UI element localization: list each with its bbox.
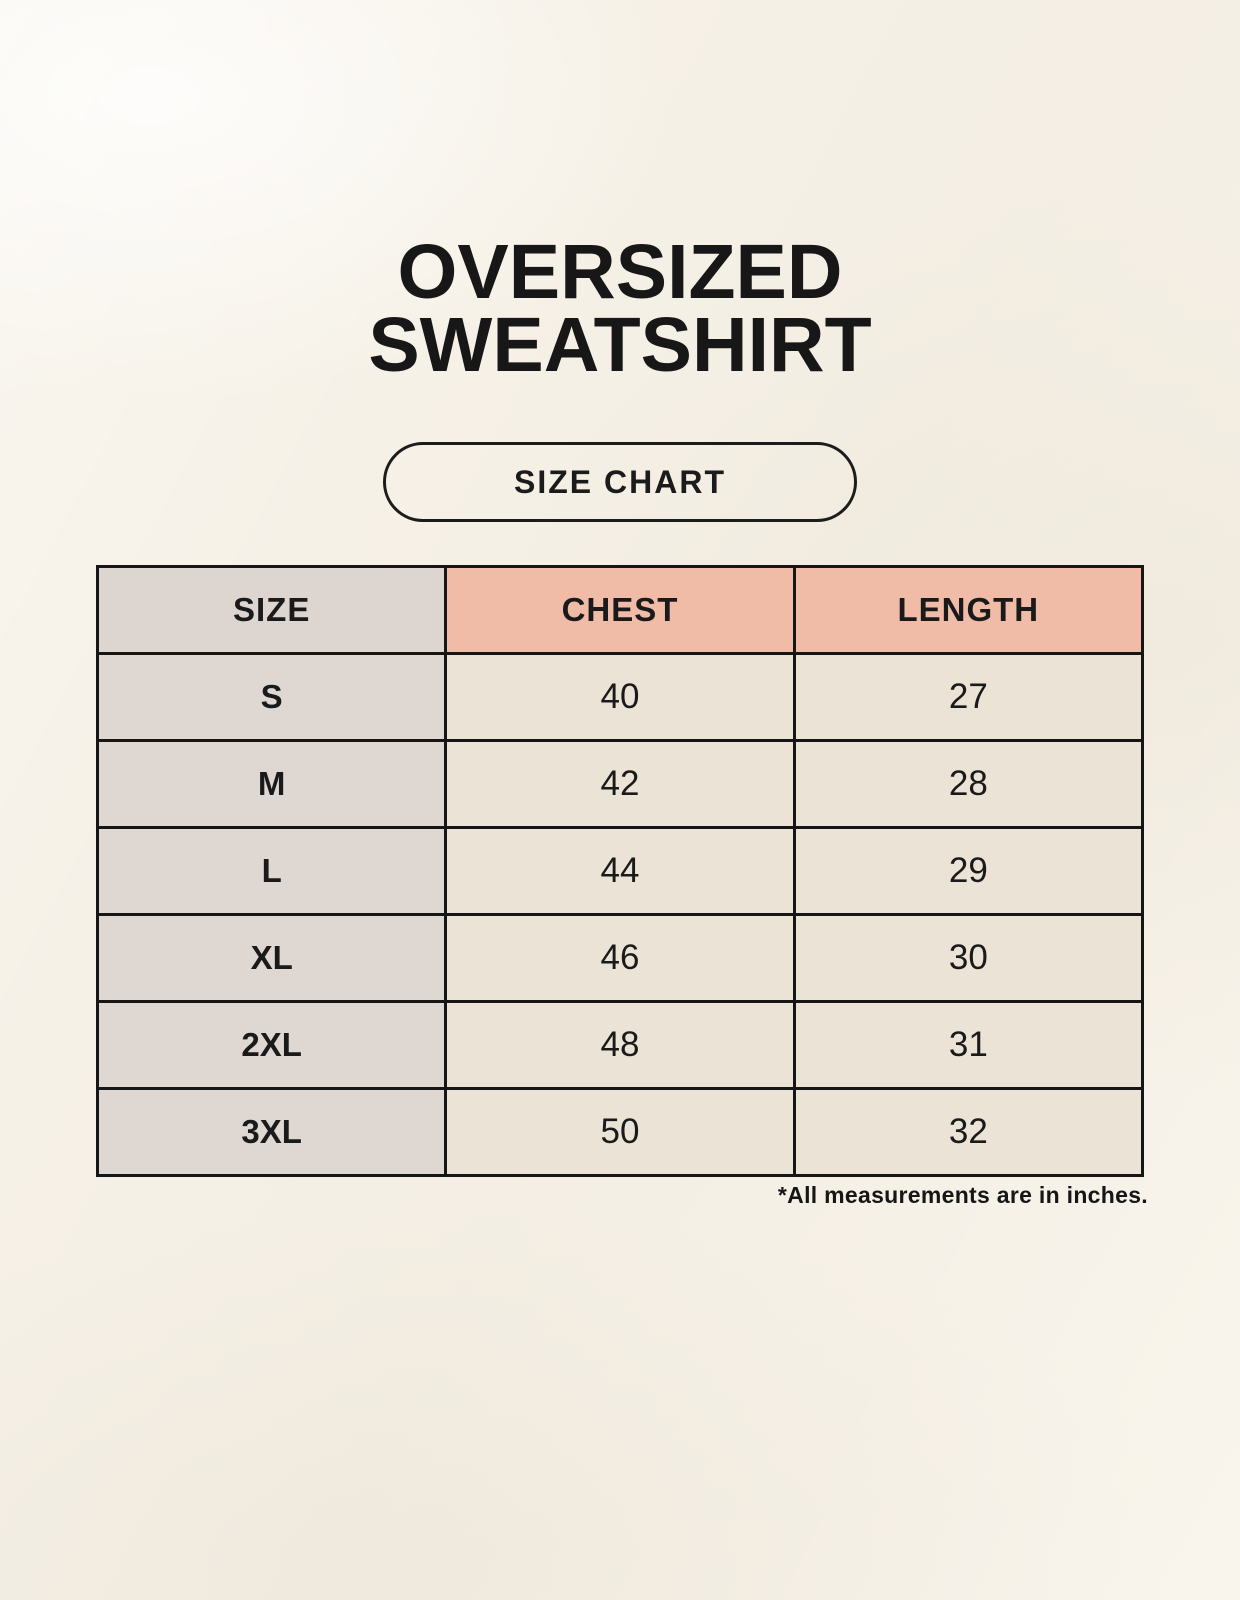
length-cell: 29	[792, 826, 1145, 916]
size-cell: XL	[95, 913, 448, 1003]
chest-cell: 46	[444, 913, 796, 1003]
table-row: XL 46 30	[95, 913, 1145, 1003]
size-cell: 2XL	[95, 1000, 448, 1090]
chest-cell: 40	[444, 652, 796, 742]
column-header-chest: CHEST	[444, 565, 796, 655]
table-row: 2XL 48 31	[95, 1000, 1145, 1090]
size-table: SIZE CHEST LENGTH S 40 27 M 42 28 L 44 29 XL 46 30 2…	[95, 565, 1145, 1177]
length-cell: 27	[792, 652, 1145, 742]
size-cell: 3XL	[95, 1087, 448, 1177]
column-header-length: LENGTH	[792, 565, 1145, 655]
column-header-size: SIZE	[95, 565, 448, 655]
size-cell: L	[95, 826, 448, 916]
chest-cell: 50	[444, 1087, 796, 1177]
page-title: OVERSIZED SWEATSHIRT	[0, 229, 1240, 388]
table-row: 3XL 50 32	[95, 1087, 1145, 1177]
size-chart-button[interactable]: SIZE CHART	[383, 442, 857, 522]
chest-cell: 44	[444, 826, 796, 916]
chest-cell: 48	[444, 1000, 796, 1090]
size-chart-button-label: SIZE CHART	[514, 463, 726, 500]
size-cell: M	[95, 739, 448, 829]
table-row: M 42 28	[95, 739, 1145, 829]
length-cell: 32	[792, 1087, 1145, 1177]
table-body: S 40 27 M 42 28 L 44 29 XL 46 30 2XL 48 31 3XL 50 32	[95, 652, 1145, 1177]
length-cell: 30	[792, 913, 1145, 1003]
table-row: L 44 29	[95, 826, 1145, 916]
length-cell: 31	[792, 1000, 1145, 1090]
chest-cell: 42	[444, 739, 796, 829]
page-title-line2: SWEATSHIRT	[368, 302, 872, 388]
measurements-footnote: *All measurements are in inches.	[777, 1182, 1148, 1208]
page-title-line1: OVERSIZED	[397, 229, 843, 315]
size-cell: S	[95, 652, 448, 742]
length-cell: 28	[792, 739, 1145, 829]
table-header-row: SIZE CHEST LENGTH	[95, 565, 1145, 655]
table-row: S 40 27	[95, 652, 1145, 742]
